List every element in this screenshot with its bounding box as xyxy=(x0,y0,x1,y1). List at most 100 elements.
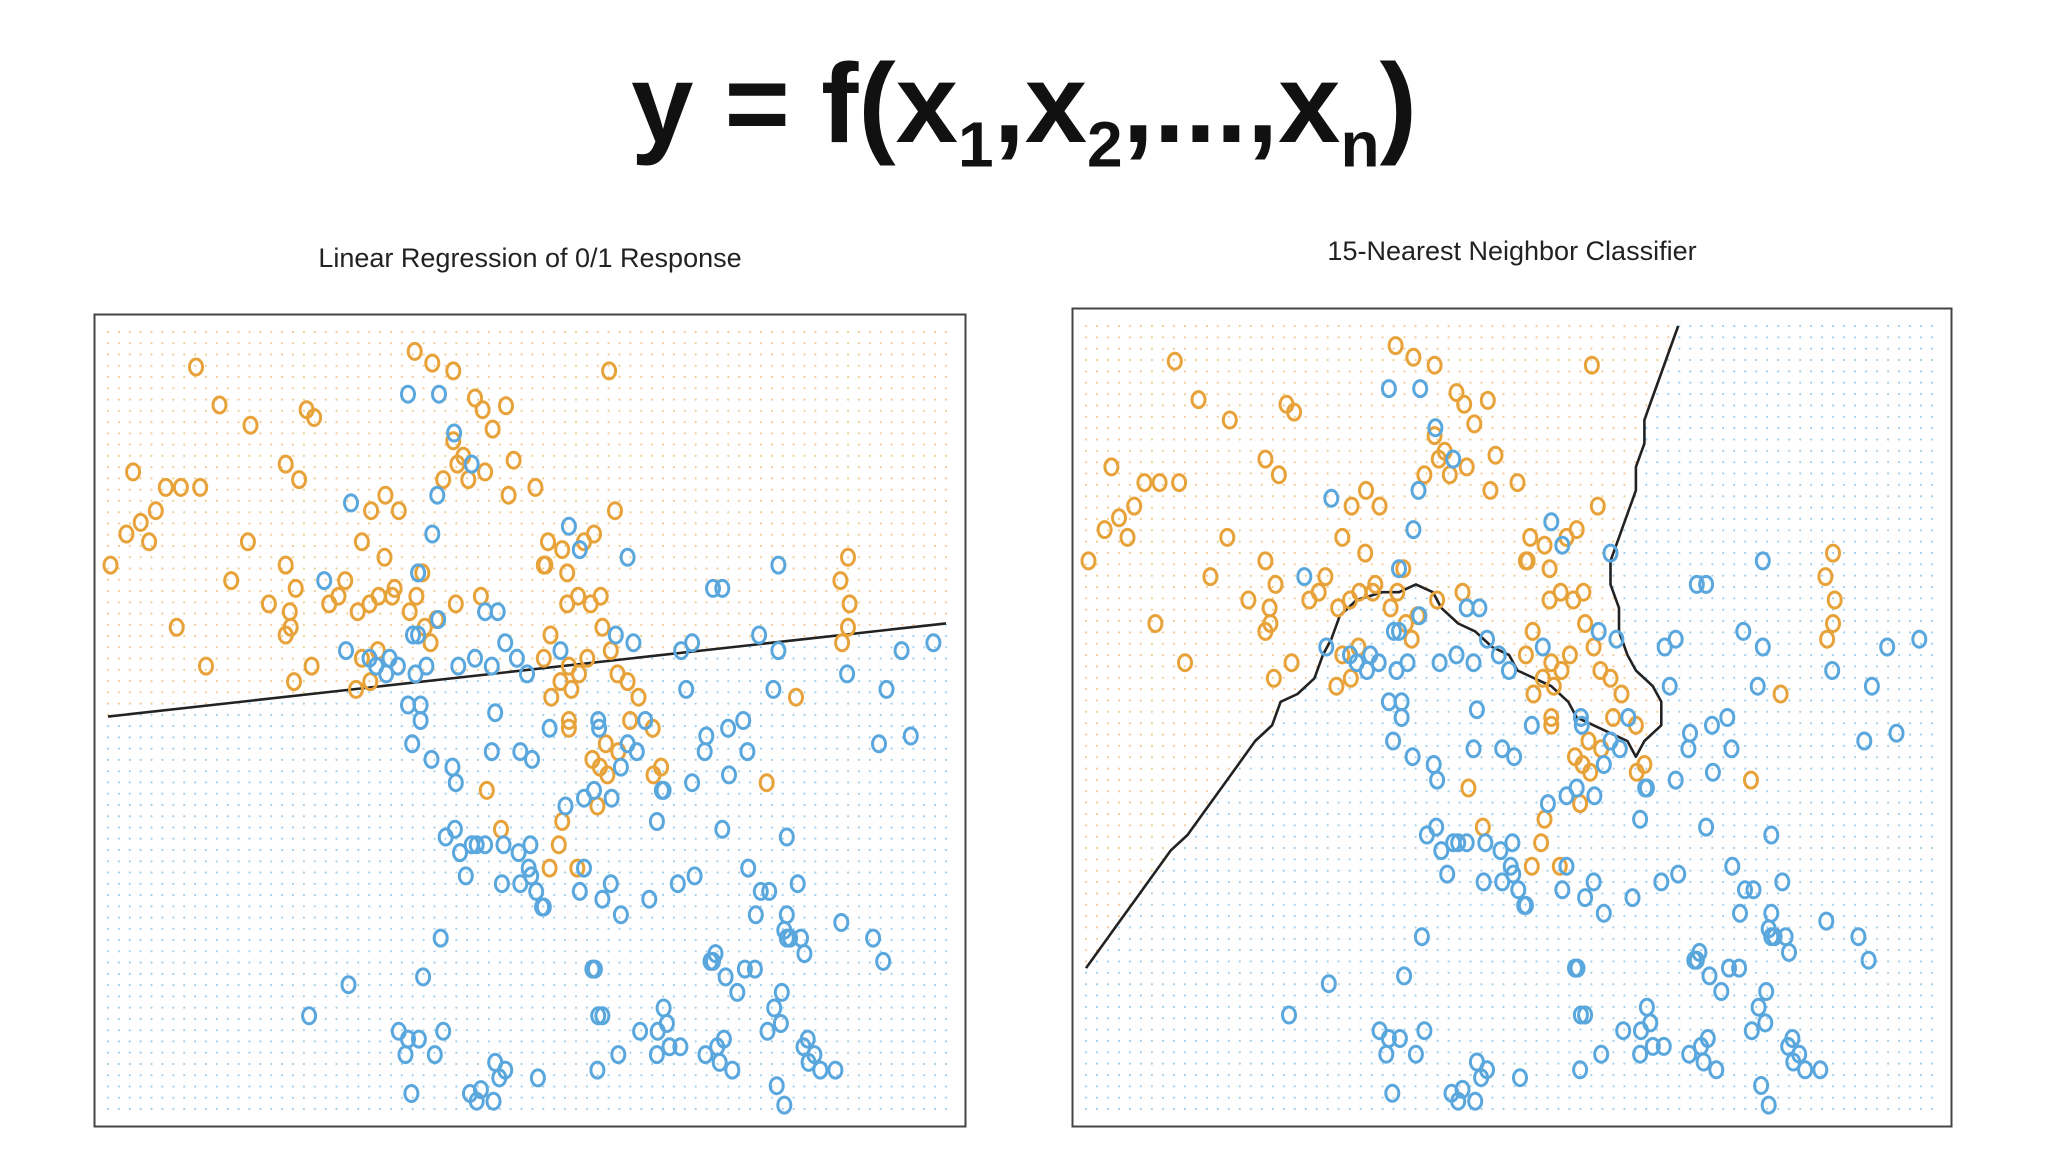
orange-point xyxy=(1517,551,1534,571)
orange-point xyxy=(788,687,804,707)
blue-point xyxy=(435,1021,452,1041)
orange-point xyxy=(584,749,601,769)
blue-point xyxy=(1850,927,1867,947)
blue-point xyxy=(552,641,569,661)
orange-point xyxy=(1543,715,1560,735)
blue-point xyxy=(444,757,461,777)
orange-point xyxy=(1772,684,1789,704)
blue-point xyxy=(1505,864,1522,884)
blue-point xyxy=(1754,551,1771,571)
orange-point xyxy=(1357,543,1374,563)
blue-point xyxy=(628,742,645,762)
blue-point xyxy=(1517,895,1534,915)
orange-point xyxy=(1575,582,1592,602)
blue-point xyxy=(871,734,887,754)
blue-point xyxy=(698,726,715,746)
blue-point xyxy=(1879,637,1896,657)
orange-point xyxy=(1636,755,1653,774)
blue-point xyxy=(1391,621,1407,641)
blue-point xyxy=(528,881,545,901)
orange-point xyxy=(1103,457,1120,477)
blue-point xyxy=(1766,927,1783,947)
blue-point xyxy=(1391,1029,1408,1048)
orange-point xyxy=(1364,582,1381,602)
orange-point xyxy=(1426,426,1443,446)
blue-point xyxy=(1411,606,1428,626)
blue-point xyxy=(429,485,446,505)
orange-point xyxy=(1536,535,1553,555)
blue-point xyxy=(661,1037,678,1057)
blue-point xyxy=(1558,856,1575,876)
blue-point xyxy=(721,765,737,785)
blue-point xyxy=(782,928,799,948)
blue-point xyxy=(412,711,429,730)
blue-point xyxy=(778,827,795,847)
blue-point xyxy=(1475,872,1492,892)
orange-point xyxy=(188,357,204,377)
blue-point xyxy=(524,749,540,769)
blue-region-dots xyxy=(106,623,948,1111)
blue-point xyxy=(761,881,778,901)
blue-point xyxy=(736,959,753,979)
blue-point xyxy=(1568,778,1585,798)
orange-point xyxy=(281,602,298,622)
blue-point xyxy=(751,625,768,645)
orange-point xyxy=(1454,582,1471,602)
blue-point xyxy=(1856,731,1873,751)
blue-point xyxy=(648,812,665,831)
blue-point xyxy=(1554,535,1571,555)
orange-point xyxy=(1568,520,1585,540)
orange-point xyxy=(1545,676,1562,696)
blue-point xyxy=(1416,1021,1433,1041)
orange-point xyxy=(1387,336,1404,356)
blue-point xyxy=(452,843,468,863)
blue-point xyxy=(1358,661,1375,680)
orange-point xyxy=(1426,355,1443,375)
orange-point xyxy=(560,718,577,738)
orange-point xyxy=(242,415,259,435)
orange-region-dots xyxy=(1084,324,1670,963)
orange-point xyxy=(541,858,558,878)
blue-point xyxy=(1504,833,1521,853)
blue-point xyxy=(450,656,467,676)
orange-point xyxy=(594,617,611,637)
orange-point xyxy=(390,501,407,521)
chart-title-knn: 15-Nearest Neighbor Classifier xyxy=(1327,236,1697,266)
blue-point xyxy=(1611,739,1628,759)
orange-point xyxy=(586,524,602,544)
orange-point xyxy=(840,617,856,637)
blue-point xyxy=(1506,747,1523,767)
orange-point xyxy=(1522,527,1539,547)
blue-point xyxy=(765,679,782,699)
orange-point xyxy=(1561,645,1578,665)
blue-point xyxy=(301,1006,318,1026)
orange-point xyxy=(1405,347,1422,367)
orange-point xyxy=(1534,668,1551,688)
plot-frame xyxy=(1071,307,1953,1128)
orange-point xyxy=(478,780,495,800)
orange-point xyxy=(118,524,135,544)
blue-point xyxy=(1391,559,1407,579)
orange-point xyxy=(1466,414,1483,434)
orange-point xyxy=(832,571,849,591)
orange-point xyxy=(1342,668,1359,688)
blue-point xyxy=(590,711,607,730)
blue-point xyxy=(1911,629,1928,649)
orange-point xyxy=(141,532,158,552)
orange-point xyxy=(1221,410,1238,430)
blue-point xyxy=(1743,1021,1760,1041)
orange-point xyxy=(1585,637,1602,657)
orange-point xyxy=(1577,614,1594,633)
blue-point xyxy=(1467,1091,1484,1111)
blue-point xyxy=(1602,543,1619,563)
blue-point xyxy=(793,928,809,948)
blue-point xyxy=(747,905,764,925)
orange-point xyxy=(424,353,441,373)
orange-point xyxy=(472,586,489,606)
orange-point xyxy=(1283,653,1300,673)
orange-point xyxy=(348,679,364,699)
blue-point xyxy=(485,1091,502,1111)
blue-point xyxy=(696,742,713,762)
blue-point xyxy=(589,1060,606,1080)
orange-point xyxy=(192,477,209,497)
